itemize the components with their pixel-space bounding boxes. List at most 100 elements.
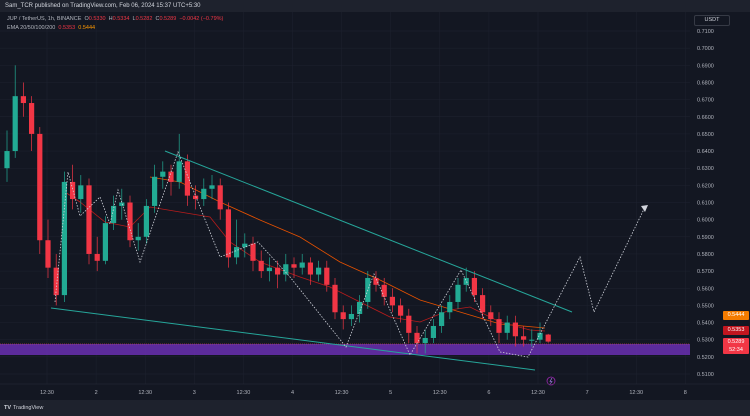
ema-line-orange — [149, 176, 546, 329]
upper-trendline[interactable] — [164, 150, 573, 313]
candle-body — [168, 171, 174, 182]
price-tick-label: 0.5800 — [697, 252, 714, 258]
candle — [545, 333, 551, 343]
time-tick-label: 12:30 — [237, 390, 251, 396]
time-tick-label: 12:30 — [433, 390, 447, 396]
tradingview-logo[interactable]: TV — [4, 405, 12, 411]
candle-body — [160, 171, 166, 177]
candle-body — [152, 176, 158, 206]
candle-body — [488, 312, 494, 320]
candle — [37, 127, 43, 254]
alert-icon[interactable] — [546, 376, 556, 386]
candle — [316, 260, 322, 282]
candle-body — [143, 205, 149, 237]
price-axis[interactable] — [690, 12, 750, 400]
close-label: C — [155, 16, 160, 22]
candle-body — [504, 322, 510, 333]
projection-path[interactable] — [54, 150, 646, 358]
published-text: Sam_TCR published on TradingView.com, Fe… — [5, 3, 201, 9]
price-tick-label: 0.5100 — [697, 372, 714, 378]
candle — [512, 315, 518, 347]
candle — [94, 236, 100, 272]
candle — [521, 325, 527, 347]
candle-body — [184, 161, 190, 196]
candle-body — [225, 209, 231, 258]
candle-body — [193, 195, 199, 200]
candle — [266, 257, 272, 282]
time-tick-label: 7 — [586, 390, 589, 396]
candle — [242, 233, 248, 258]
candle — [422, 329, 428, 354]
candle — [78, 175, 84, 213]
published-header: Sam_TCR published on TradingView.com, Fe… — [0, 0, 750, 12]
candle-body — [258, 260, 264, 272]
currency-unit-button[interactable]: USDT — [694, 15, 730, 26]
candle-body — [176, 161, 182, 182]
candle-body — [307, 262, 313, 275]
candle — [357, 295, 363, 323]
candle — [439, 305, 445, 333]
close-value: 0.5289 — [159, 16, 177, 22]
candle — [225, 202, 231, 268]
time-axis-labels[interactable]: 12:30 2 12:30 3 12:30 4 12:30 5 12:30 6 12:30 7 12:3… — [40, 390, 687, 396]
price-tick-label: 0.5300 — [697, 338, 714, 344]
candle-body — [430, 325, 436, 338]
candle — [143, 199, 149, 244]
time-tick-label: 12:30 — [40, 390, 54, 396]
candle-body — [45, 240, 51, 268]
candle-body — [406, 315, 412, 333]
candle-body — [86, 185, 92, 254]
price-tick-label: 0.6500 — [697, 132, 714, 138]
lower-trendline[interactable] — [50, 307, 536, 371]
candle-body — [201, 188, 207, 200]
candle-body — [266, 267, 272, 272]
candle-body — [529, 339, 535, 341]
ema-orange-price-badge: 0.5444 — [723, 311, 749, 320]
chart-legend: JUP / TetherUS, 1h, BINANCE O0.5330 H0.5… — [7, 15, 223, 33]
support-zone[interactable] — [0, 344, 690, 355]
price-tick-label: 0.5700 — [697, 269, 714, 275]
candle-body — [316, 267, 322, 275]
candle — [70, 164, 76, 210]
high-value: 0.5334 — [112, 16, 130, 22]
candle-body — [324, 267, 330, 285]
time-tick-label: 12:30 — [335, 390, 349, 396]
symbol-label[interactable]: JUP / TetherUS, 1h, BINANCE — [7, 16, 82, 22]
candle — [537, 322, 543, 344]
time-tick-label: 2 — [95, 390, 98, 396]
candle — [102, 216, 108, 265]
low-label: L — [132, 16, 136, 22]
candle-body — [242, 243, 248, 248]
candle — [250, 236, 256, 272]
candle — [61, 171, 67, 302]
candle — [299, 253, 305, 275]
price-tick-label: 0.5500 — [697, 303, 714, 309]
candle-body — [29, 103, 35, 134]
price-chart[interactable]: 0.7100 0.7000 0.6900 0.6800 0.6700 0.6600 0.65… — [0, 12, 750, 400]
candle — [529, 329, 535, 347]
candle-body — [234, 247, 240, 258]
candle — [332, 277, 338, 320]
candle-body — [94, 253, 100, 261]
candle-body — [291, 264, 297, 268]
time-tick-label: 3 — [193, 390, 196, 396]
candle — [291, 257, 297, 278]
candle-body — [480, 295, 486, 313]
candle-body — [545, 334, 551, 342]
ema-label[interactable]: EMA 20/50/100/200 — [7, 25, 56, 31]
price-tick-label: 0.5400 — [697, 321, 714, 327]
candle-body — [37, 133, 43, 241]
low-value: 0.5282 — [135, 16, 153, 22]
candle — [389, 288, 395, 313]
candle-body — [209, 185, 215, 189]
price-tick-label: 0.6300 — [697, 166, 714, 172]
candle — [463, 267, 469, 292]
time-tick-label: 12:30 — [629, 390, 643, 396]
ema-value-red: 0.5353 — [58, 25, 76, 31]
candle — [348, 305, 354, 326]
price-tick-label: 0.6800 — [697, 80, 714, 86]
candle — [193, 185, 199, 210]
open-label: O — [84, 16, 89, 22]
price-tick-label: 0.6600 — [697, 115, 714, 121]
candle-body — [61, 181, 67, 296]
